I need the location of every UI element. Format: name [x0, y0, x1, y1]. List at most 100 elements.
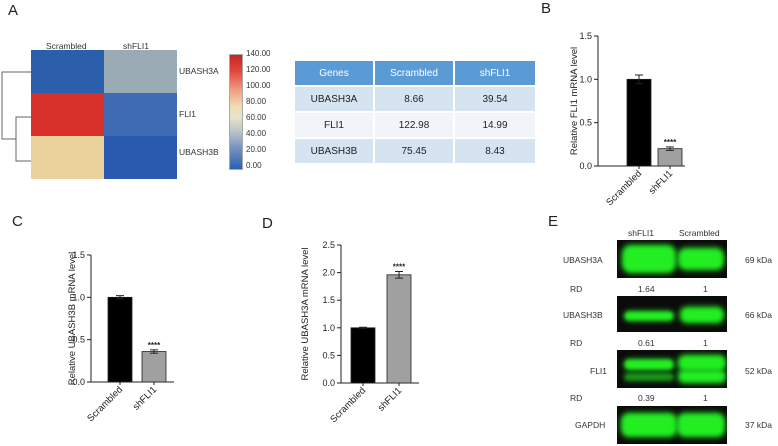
- x-tick-label: shFLI1: [647, 168, 675, 196]
- blot-band: [625, 360, 673, 369]
- x-tick-label: shFLI1: [131, 384, 159, 412]
- y-axis-label: Relative UBASH3B mRNA level: [67, 252, 78, 386]
- y-tick-label: 2.5: [322, 240, 335, 250]
- bar: [626, 78, 652, 167]
- heatmap-col-scrambled: Scrambled: [46, 41, 87, 51]
- table-row: UBASH3A 8.66 39.54: [295, 87, 535, 111]
- table-header: shFLI1: [455, 61, 535, 85]
- y-tick-label: 1.5: [579, 31, 592, 41]
- blot-strip-ubash3b: [617, 296, 727, 332]
- y-tick-label: 1.5: [72, 250, 85, 260]
- colorbar-tick: 140.00: [246, 49, 271, 58]
- chart-d: 0.0 0.5 1.0 1.5 2.0 2.5 Relative UBASH3A mRNA …: [300, 240, 419, 425]
- colorbar-tick: 20.00: [246, 145, 267, 154]
- table-header-row: Genes Scrambled shFLI1: [295, 61, 535, 85]
- blot-strip-ubash3a: [617, 240, 727, 278]
- rd-value: 1: [703, 338, 708, 348]
- heatmap-cell-ubash3a-scrambled: [31, 50, 104, 93]
- table-cell: UBASH3A: [295, 87, 373, 111]
- significance-label: ****: [393, 262, 406, 271]
- panel-label-d: D: [262, 215, 273, 232]
- rd-value: 1: [703, 284, 708, 294]
- blot-kda-gapdh: 37 kDa: [745, 420, 772, 430]
- table-cell: UBASH3B: [295, 139, 373, 163]
- y-tick-label: 0.0: [72, 377, 85, 387]
- rd-label: RD: [570, 338, 583, 348]
- heatmap-col-shfli1: shFLI1: [123, 41, 149, 51]
- colorbar-tick: 100.00: [246, 81, 271, 90]
- y-tick-label: 1.0: [72, 292, 85, 302]
- table-row: UBASH3B 75.45 8.43: [295, 139, 535, 163]
- y-tick-label: 0.0: [322, 378, 335, 388]
- blot-protein-ubash3b: UBASH3B: [563, 310, 603, 320]
- y-axis-label: Relative UBASH3A mRNA level: [300, 247, 311, 380]
- heatmap-cell-fli1-scrambled: [31, 93, 104, 136]
- x-tick-label: Scrambled: [85, 384, 125, 424]
- rd-label: RD: [570, 393, 583, 403]
- y-tick-label: 0.5: [322, 350, 335, 360]
- bar: [386, 274, 412, 384]
- blot-band: [623, 246, 675, 272]
- blot-band: [679, 356, 725, 370]
- table-header: Scrambled: [375, 61, 453, 85]
- table-cell: 8.66: [375, 87, 453, 111]
- heatmap-colorbar: [229, 54, 243, 170]
- y-tick-label: 0.5: [579, 118, 592, 128]
- y-tick-label: 2.0: [322, 268, 335, 278]
- heatmap-row-ubash3b: UBASH3B: [179, 147, 219, 157]
- y-tick-label: 1.0: [579, 74, 592, 84]
- blot-col-shfli1: shFLI1: [628, 228, 654, 238]
- heatmap-cell-ubash3a-shfli1: [104, 50, 177, 93]
- blot-protein-gapdh: GAPDH: [575, 420, 606, 430]
- rd-value: 0.61: [638, 338, 655, 348]
- rd-label: RD: [570, 284, 583, 294]
- panel-label-a: A: [8, 2, 19, 19]
- blot-band: [681, 308, 723, 322]
- blot-strip-gapdh: [617, 406, 727, 444]
- x-tick-label: shFLI1: [376, 385, 404, 413]
- blot-kda-ubash3b: 66 kDa: [745, 310, 772, 320]
- blot-band: [679, 371, 725, 382]
- heatmap-cell-ubash3b-scrambled: [31, 136, 104, 179]
- expression-table: Genes Scrambled shFLI1 UBASH3A 8.66 39.5…: [293, 59, 537, 165]
- x-tick-label: Scrambled: [328, 385, 368, 425]
- blot-protein-ubash3a: UBASH3A: [563, 255, 603, 265]
- chart-b: 0.0 0.5 1.0 1.5 Relative FLI1 mRNA level Scra…: [569, 31, 685, 208]
- blot-col-scrambled: Scrambled: [679, 228, 720, 238]
- blot-band: [622, 414, 676, 436]
- panel-label-c: C: [12, 213, 23, 230]
- rd-value: 1: [703, 393, 708, 403]
- blot-strip-fli1: [617, 350, 727, 388]
- x-tick-label: Scrambled: [604, 168, 644, 208]
- bar: [141, 351, 167, 383]
- colorbar-tick: 40.00: [246, 129, 267, 138]
- bar: [107, 296, 133, 383]
- bar: [350, 327, 376, 384]
- table-header: Genes: [295, 61, 373, 85]
- significance-label: ****: [148, 341, 161, 350]
- table-cell: 8.43: [455, 139, 535, 163]
- colorbar-tick: 60.00: [246, 113, 267, 122]
- table-cell: 14.99: [455, 113, 535, 137]
- bar: [657, 148, 683, 167]
- rd-value: 0.39: [638, 393, 655, 403]
- blot-kda-ubash3a: 69 kDa: [745, 255, 772, 265]
- table-cell: 122.98: [375, 113, 453, 137]
- table-cell: 39.54: [455, 87, 535, 111]
- blot-kda-fli1: 52 kDa: [745, 366, 772, 376]
- blot-band: [625, 374, 673, 380]
- panel-label-e: E: [548, 213, 559, 230]
- y-axis-label: Relative FLI1 mRNA level: [569, 47, 580, 155]
- colorbar-tick: 0.00: [246, 161, 262, 170]
- blot-band: [625, 312, 673, 320]
- heatmap-cell-fli1-shfli1: [104, 93, 177, 136]
- colorbar-tick: 120.00: [246, 65, 271, 74]
- y-tick-label: 0.5: [72, 335, 85, 345]
- y-tick-label: 1.5: [322, 295, 335, 305]
- heatmap-row-fli1: FLI1: [179, 109, 197, 119]
- panel-label-b: B: [541, 0, 552, 17]
- table-row: FLI1 122.98 14.99: [295, 113, 535, 137]
- significance-label: ****: [664, 138, 677, 147]
- blot-band: [678, 414, 724, 436]
- heatmap-cell-ubash3b-shfli1: [104, 136, 177, 179]
